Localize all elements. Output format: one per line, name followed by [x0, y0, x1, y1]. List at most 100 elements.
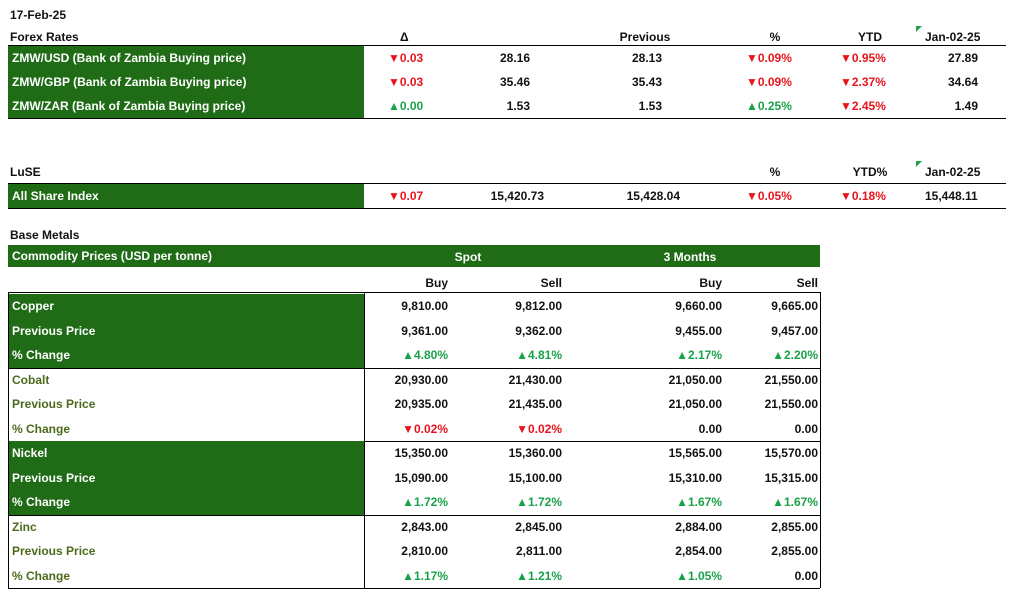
3m-buy: ▲1.05%: [676, 568, 722, 583]
metal-row-label: Zinc: [12, 519, 37, 534]
forex-base-header: Jan-02-25: [925, 30, 981, 44]
metal-row-label: Copper: [12, 299, 54, 313]
table-row: Previous Price 20,935.00 21,435.00 21,050.0…: [0, 392, 1024, 416]
3m-buy: 2,884.00: [675, 519, 722, 534]
3m-sell: 15,315.00: [764, 470, 818, 485]
spot-sell: 9,812.00: [515, 299, 562, 313]
luse-delta: ▼0.07: [388, 189, 424, 203]
forex-label-bar: [8, 46, 364, 118]
table-row: % Change ▲4.80% ▲4.81% ▲2.17% ▲2.20%: [0, 343, 1024, 367]
spot-buy: 9,810.00: [401, 299, 448, 313]
metals-header-bar: [8, 245, 820, 267]
spot-buy: ▲1.72%: [402, 495, 448, 509]
spot-sell-header: Sell: [540, 276, 562, 290]
forex-delta: ▲0.00: [388, 99, 424, 113]
luse-pct: ▼0.05%: [746, 189, 792, 203]
spot-buy: 15,350.00: [394, 446, 448, 460]
forex-pair-label: ZMW/USD (Bank of Zambia Buying price): [12, 51, 247, 65]
forex-previous: 28.13: [631, 51, 662, 65]
metal-label-bar: [8, 294, 364, 368]
metals-header-label: Commodity Prices (USD per tonne): [12, 249, 213, 263]
3m-buy: 9,660.00: [675, 299, 722, 313]
3m-buy-header: Buy: [699, 276, 722, 290]
metal-row-label: Cobalt: [12, 372, 50, 387]
divider: [8, 367, 820, 369]
forex-current: 28.16: [499, 51, 530, 65]
forex-previous-header: Previous: [619, 30, 671, 44]
forex-previous: 1.53: [638, 99, 662, 113]
3m-sell: 0.00: [794, 421, 818, 436]
table-row: Zinc 2,843.00 2,845.00 2,884.00 2,855.00: [0, 515, 1024, 539]
forex-title: Forex Rates: [10, 30, 79, 44]
spot-sell: ▲1.72%: [516, 495, 562, 509]
forex-delta: ▼0.03: [388, 51, 424, 65]
metal-row-label: Previous Price: [12, 323, 96, 338]
table-row: ZMW/ZAR (Bank of Zambia Buying price) ▲0.…: [0, 94, 1024, 118]
luse-title: LuSE: [10, 165, 41, 179]
report-date: 17-Feb-25: [10, 8, 67, 22]
3m-sell: 9,665.00: [771, 299, 818, 313]
forex-pair-label: ZMW/ZAR (Bank of Zambia Buying price): [12, 99, 246, 113]
forex-pair-label: ZMW/GBP (Bank of Zambia Buying price): [12, 75, 247, 89]
table-row: % Change ▼0.02% ▼0.02% 0.00 0.00: [0, 417, 1024, 441]
table-row: Previous Price 15,090.00 15,100.00 15,310.0…: [0, 466, 1024, 490]
forex-delta-header: Δ: [400, 30, 409, 44]
table-row: Cobalt 20,930.00 21,430.00 21,050.00 21,550.…: [0, 368, 1024, 392]
3m-sell: ▲2.20%: [772, 348, 818, 362]
divider: [8, 118, 1006, 119]
table-row: % Change ▲1.72% ▲1.72% ▲1.67% ▲1.67%: [0, 490, 1024, 514]
metal-row-label: Previous Price: [12, 397, 96, 411]
forex-current: 35.46: [499, 75, 530, 89]
metal-row-label: Previous Price: [12, 470, 96, 485]
3m-buy: 2,854.00: [675, 544, 722, 558]
comment-marker-icon: [916, 161, 922, 167]
spot-header: Spot: [454, 250, 482, 264]
spot-sell: ▲1.21%: [516, 568, 562, 583]
spot-sell: ▲4.81%: [516, 348, 562, 362]
forex-base: 1.49: [954, 99, 978, 113]
luse-ytd: ▼0.18%: [840, 189, 886, 203]
luse-ytd-header: YTD%: [852, 165, 888, 179]
forex-base: 27.89: [947, 51, 978, 65]
spot-buy: 20,930.00: [394, 372, 448, 387]
divider: [8, 292, 9, 588]
luse-base: 15,448.11: [925, 189, 978, 203]
spot-buy: 9,361.00: [401, 323, 448, 338]
table-row: ZMW/GBP (Bank of Zambia Buying price) ▼0.…: [0, 70, 1024, 94]
3m-buy: 15,565.00: [668, 446, 722, 460]
forex-pct: ▼0.09%: [746, 75, 792, 89]
metal-row-label: Nickel: [12, 446, 48, 460]
metal-row-label: % Change: [12, 495, 71, 509]
spot-sell: 15,360.00: [508, 446, 562, 460]
luse-current: 15,420.73: [490, 189, 544, 203]
spot-sell: 21,435.00: [508, 397, 562, 411]
divider: [8, 514, 820, 516]
3m-sell: 21,550.00: [764, 397, 818, 411]
forex-ytd-header: YTD: [858, 30, 882, 44]
3m-sell: 2,855.00: [771, 544, 818, 558]
three-months-header: 3 Months: [663, 250, 717, 264]
metal-row-label: Previous Price: [12, 544, 96, 558]
spot-buy: 15,090.00: [394, 470, 448, 485]
spot-buy: ▲1.17%: [402, 568, 448, 583]
luse-index-label: All Share Index: [12, 189, 99, 203]
metal-label-bar: [8, 441, 364, 515]
table-row: ZMW/USD (Bank of Zambia Buying price) ▼0.…: [0, 46, 1024, 70]
3m-sell: 2,855.00: [771, 519, 818, 534]
luse-label-bar: [8, 184, 364, 208]
3m-buy: 15,310.00: [668, 470, 722, 485]
metal-row-label: % Change: [12, 348, 71, 362]
3m-sell: 21,550.00: [764, 372, 818, 387]
divider: [8, 588, 820, 589]
forex-pct-header: %: [769, 30, 781, 44]
3m-sell: ▲1.67%: [772, 495, 818, 509]
luse-pct-header: %: [769, 165, 781, 179]
forex-base: 34.64: [947, 75, 978, 89]
metal-row-label: % Change: [12, 421, 71, 436]
spot-buy: 20,935.00: [394, 397, 448, 411]
divider: [8, 208, 1006, 209]
spot-sell: 15,100.00: [508, 470, 562, 485]
forex-ytd: ▼0.95%: [840, 51, 886, 65]
3m-buy: 21,050.00: [668, 397, 722, 411]
comment-marker-icon: [916, 26, 922, 32]
